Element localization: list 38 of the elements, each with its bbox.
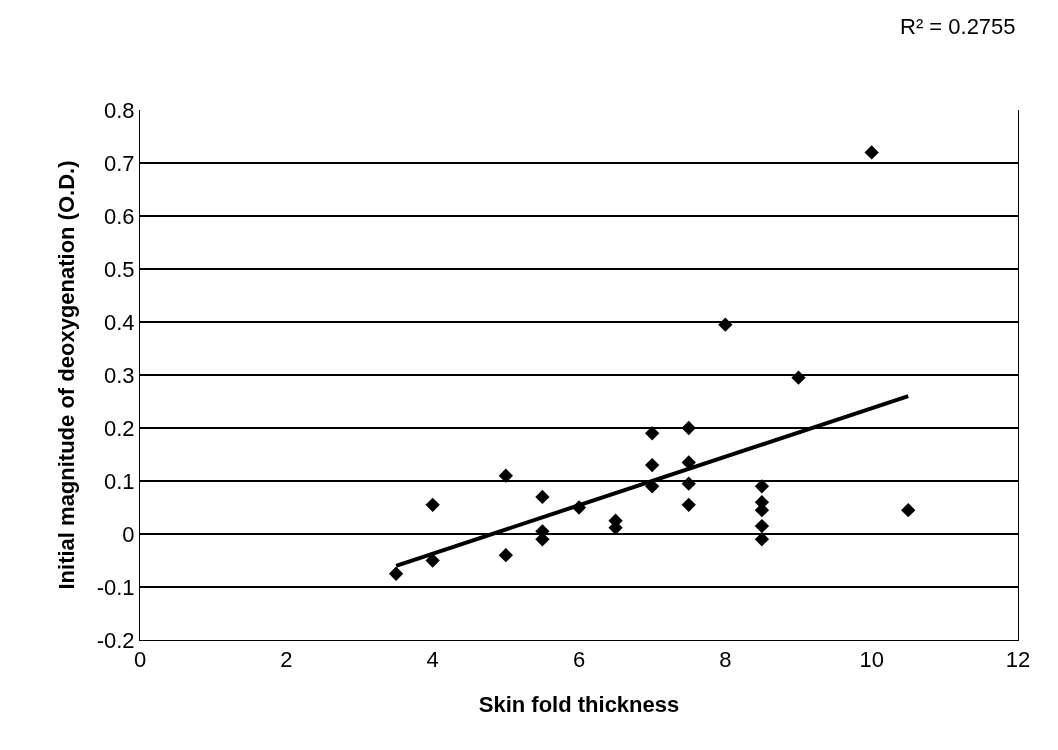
x-axis-title: Skin fold thickness <box>478 692 680 718</box>
point <box>864 145 879 160</box>
y-tick-label: 0.6 <box>104 203 135 229</box>
point <box>901 503 916 518</box>
point <box>498 468 513 483</box>
point <box>425 497 440 512</box>
point <box>754 479 770 494</box>
point <box>645 426 660 441</box>
y-tick-label: -0.1 <box>96 574 135 600</box>
y-tick-label: 0.7 <box>104 150 135 176</box>
text: R² = 0.2755 <box>900 14 1016 39</box>
point <box>535 489 550 505</box>
point <box>681 420 696 436</box>
y-tick-label: 0.4 <box>104 309 135 335</box>
point <box>791 370 806 385</box>
point <box>498 548 513 563</box>
point <box>388 566 404 581</box>
x-tick-label: 4 <box>426 647 439 673</box>
point <box>754 532 770 547</box>
x-tick-label: 6 <box>572 647 586 673</box>
y-tick-label: -0.2 <box>96 627 135 653</box>
point <box>681 476 696 491</box>
point <box>718 317 733 332</box>
x-tick-label: 10 <box>859 647 884 673</box>
y-tick-label: 0.2 <box>104 415 135 441</box>
y-tick-label: 0 <box>122 521 135 547</box>
x-tick-label: 12 <box>1005 647 1031 673</box>
point <box>645 457 660 473</box>
y-tick-label: 0.3 <box>104 362 135 388</box>
y-tick-label: 0.5 <box>104 256 135 282</box>
y-tick-label: 0.8 <box>104 97 135 123</box>
y-axis-title: Initial magnitude of deoxygenation (O.D.) <box>54 160 80 590</box>
y-tick-label: 0.1 <box>104 468 135 494</box>
x-tick-label: 8 <box>719 647 732 673</box>
x-tick-label: 2 <box>280 647 293 673</box>
point <box>754 518 770 534</box>
point <box>681 497 696 512</box>
point <box>425 553 440 568</box>
